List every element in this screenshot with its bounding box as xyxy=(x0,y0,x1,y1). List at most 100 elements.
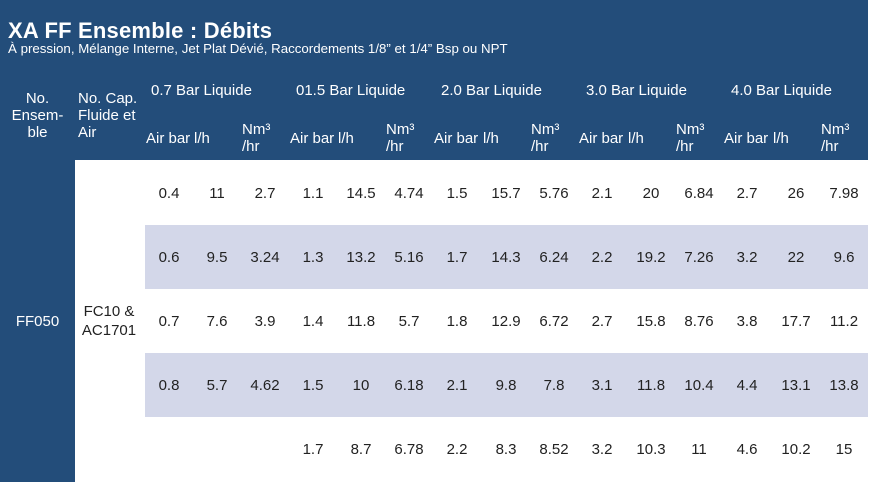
table-cell: 0.4 xyxy=(158,184,180,202)
table-cell: 22 xyxy=(787,248,805,266)
table-cell: 2.2 xyxy=(446,440,468,458)
table-cell: 15 xyxy=(835,440,853,458)
subheader-air-bar: Air bar xyxy=(724,129,769,147)
table-cell: 6.24 xyxy=(539,248,569,266)
subheader-nm3-hr: Nm³ /hr xyxy=(386,121,415,155)
table-cell: 0.6 xyxy=(158,248,180,266)
cap-value: FC10 & AC1701 xyxy=(81,303,137,339)
table-cell: 9.5 xyxy=(206,248,228,266)
table-cell: 19.2 xyxy=(636,248,666,266)
table-cell: 14.5 xyxy=(346,184,376,202)
group-header-4: 4.0 Bar Liquide xyxy=(731,82,832,99)
subheader-air-bar: Air bar xyxy=(434,129,479,147)
table-cell: 5.7 xyxy=(206,376,228,394)
table-cell: 8.76 xyxy=(684,312,714,330)
table-header xyxy=(0,65,868,160)
group-header-3: 3.0 Bar Liquide xyxy=(586,82,687,99)
table-cell: 7.26 xyxy=(684,248,714,266)
table-cell: 1.5 xyxy=(302,376,324,394)
table-cell: 11.8 xyxy=(636,376,666,394)
table-cell: 7.6 xyxy=(206,312,228,330)
table-cell: 3.9 xyxy=(254,312,276,330)
table-cell: 8.3 xyxy=(495,440,517,458)
table-cell: 11.2 xyxy=(829,312,859,330)
table-cell: 6.18 xyxy=(394,376,424,394)
table-cell: 3.24 xyxy=(250,248,280,266)
table-cell: 3.2 xyxy=(736,248,758,266)
table-cell: 8.7 xyxy=(350,440,372,458)
table-cell: 11.8 xyxy=(346,312,376,330)
table-cell: 1.8 xyxy=(446,312,468,330)
table-cell: 10.2 xyxy=(781,440,811,458)
title-bar: XA FF Ensemble : Débits À pression, Méla… xyxy=(0,0,868,65)
table-cell: 10.4 xyxy=(684,376,714,394)
table-cell: 26 xyxy=(787,184,805,202)
table-cell: 13.2 xyxy=(346,248,376,266)
subheader-lh: l/h xyxy=(773,129,789,147)
header-cap: No. Cap. Fluide et Air xyxy=(78,89,138,141)
table-cell: 1.3 xyxy=(302,248,324,266)
table-cell: 11 xyxy=(691,440,707,458)
table-cell: 14.3 xyxy=(491,248,521,266)
table-cell: 13.1 xyxy=(781,376,811,394)
subheader-nm3-hr: Nm³ /hr xyxy=(242,121,271,155)
page-subtitle: À pression, Mélange Interne, Jet Plat Dé… xyxy=(8,41,508,56)
group-header-1: 01.5 Bar Liquide xyxy=(296,82,406,99)
subheader-lh: l/h xyxy=(483,129,499,147)
subheader-air-bar: Air bar xyxy=(290,129,335,147)
table-cell: 6.78 xyxy=(394,440,424,458)
table-cell xyxy=(241,417,289,481)
table-cell: 8.52 xyxy=(539,440,569,458)
table-cell: 0.7 xyxy=(158,312,180,330)
table-cell: 1.5 xyxy=(446,184,468,202)
table-cell: 3.8 xyxy=(736,312,758,330)
subheader-nm3-hr: Nm³ /hr xyxy=(676,121,705,155)
table-cell: 10 xyxy=(352,376,370,394)
table-cell: 7.98 xyxy=(829,184,859,202)
table-cell: 7.8 xyxy=(543,376,565,394)
table-cell: 5.76 xyxy=(539,184,569,202)
table-cell: 20 xyxy=(642,184,660,202)
table-cell xyxy=(193,417,241,481)
subheader-nm3-hr: Nm³ /hr xyxy=(821,121,850,155)
table-cell: 9.6 xyxy=(833,248,855,266)
group-header-2: 2.0 Bar Liquide xyxy=(441,82,542,99)
table-cell: 6.84 xyxy=(684,184,714,202)
table-cell: 5.7 xyxy=(398,312,420,330)
subheader-air-bar: Air bar xyxy=(579,129,624,147)
table-cell: 4.6 xyxy=(736,440,758,458)
row-stripe xyxy=(145,225,868,289)
subheader-air-bar: Air bar xyxy=(146,129,191,147)
table-cell: 2.7 xyxy=(736,184,758,202)
table-cell: 0.8 xyxy=(158,376,180,394)
table-cell: 2.1 xyxy=(446,376,468,394)
table-cell: 15.8 xyxy=(636,312,666,330)
table-cell xyxy=(145,417,193,481)
table-cell: 5.16 xyxy=(394,248,424,266)
table-cell: 1.7 xyxy=(302,440,324,458)
table-cell: 1.1 xyxy=(302,184,324,202)
ensemble-column xyxy=(0,160,75,482)
table-cell: 4.4 xyxy=(736,376,758,394)
table-cell: 2.1 xyxy=(591,184,613,202)
table-cell: 17.7 xyxy=(781,312,811,330)
subheader-lh: l/h xyxy=(338,129,354,147)
subheader-nm3-hr: Nm³ /hr xyxy=(531,121,560,155)
table-cell: 15.7 xyxy=(491,184,521,202)
table-cell: 2.7 xyxy=(254,184,276,202)
table-cell: 13.8 xyxy=(829,376,859,394)
header-no-ensemble: No. Ensem- ble xyxy=(11,89,64,141)
table-cell: 3.2 xyxy=(591,440,613,458)
table-cell: 10.3 xyxy=(636,440,666,458)
table-cell: 2.7 xyxy=(591,312,613,330)
subheader-lh: l/h xyxy=(194,129,210,147)
table-cell: 4.62 xyxy=(250,376,280,394)
table-cell: 11 xyxy=(209,184,225,202)
page-title: XA FF Ensemble : Débits xyxy=(8,18,273,43)
table-cell: 6.72 xyxy=(539,312,569,330)
table-cell: 2.2 xyxy=(591,248,613,266)
table-cell: 1.7 xyxy=(446,248,468,266)
table-cell: 3.1 xyxy=(591,376,613,394)
row-stripe xyxy=(145,353,868,417)
